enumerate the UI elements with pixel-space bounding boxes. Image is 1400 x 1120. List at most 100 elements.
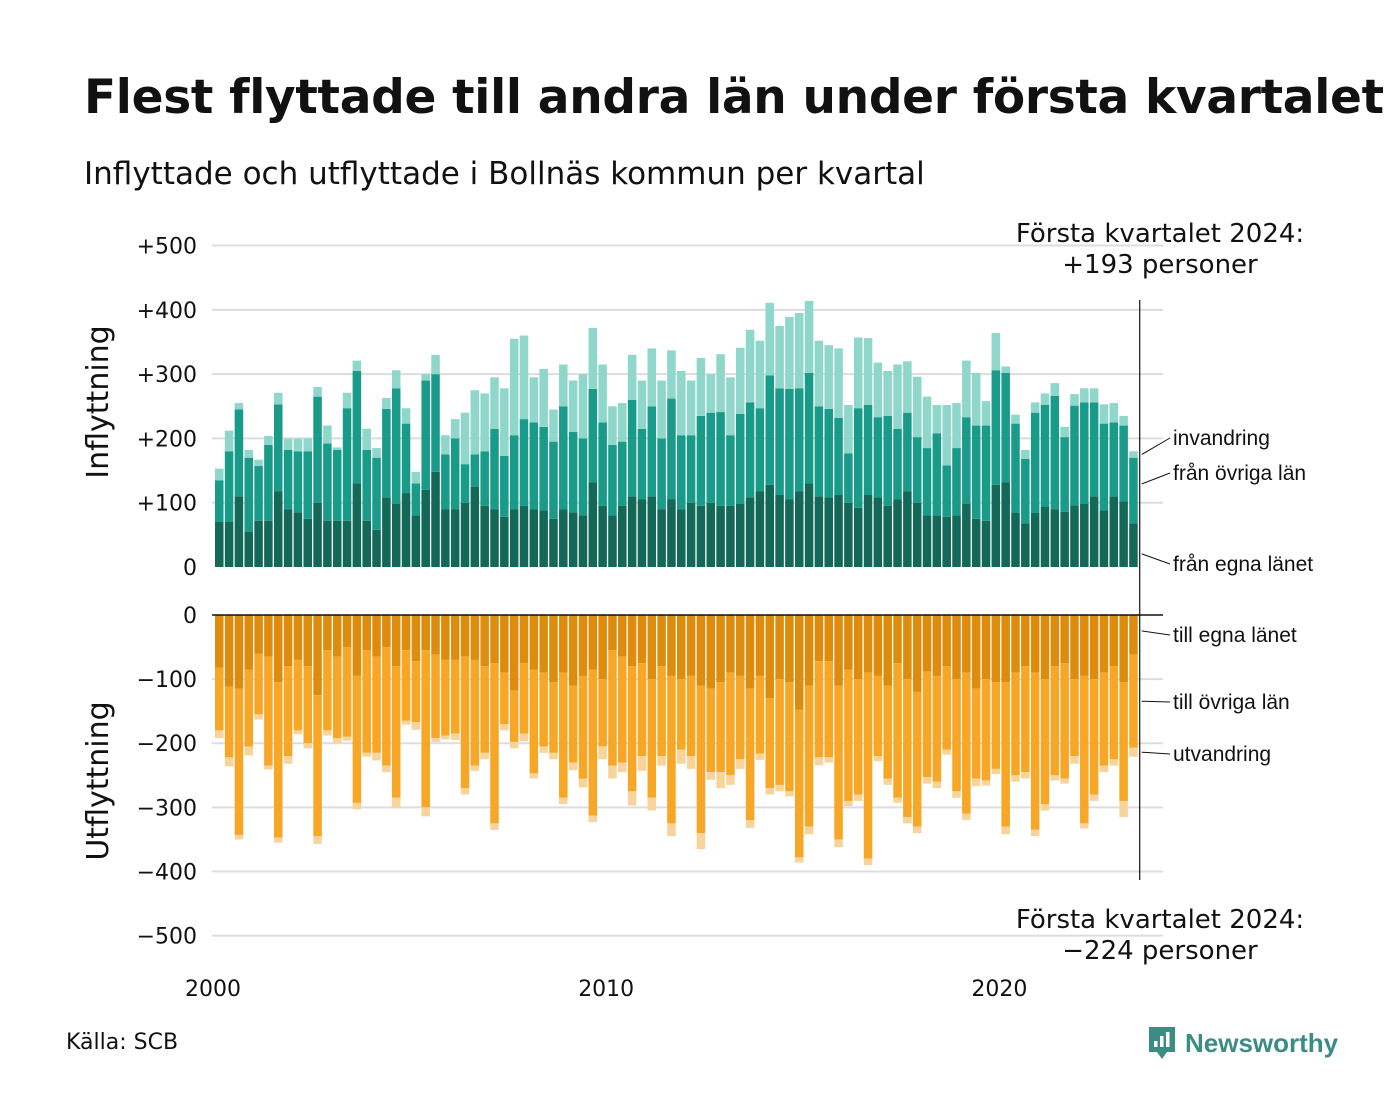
outflow-bar-emigration: [1060, 778, 1069, 784]
inflow-bar-own-county: [696, 505, 706, 567]
inflow-bar-own-county: [775, 494, 784, 567]
inflow-bar-immigration: [431, 354, 440, 375]
outflow-bar-own-county: [1129, 615, 1138, 655]
outflow-bar-emigration: [539, 746, 548, 753]
inflow-bar-own-county: [824, 497, 833, 567]
outflow-bar-emigration: [932, 781, 942, 789]
inflow-bar-own-county: [549, 518, 558, 567]
chart-subtitle: Inflyttade och utflyttade i Bollnäs komm…: [84, 156, 925, 192]
outflow-bar-own-county: [332, 615, 342, 657]
outflow-bar-emigration: [981, 780, 991, 786]
y-tick-label: −200: [137, 732, 197, 757]
inflow-bar-immigration: [441, 435, 450, 455]
outflow-bar-other-counties: [716, 682, 725, 773]
outflow-bar-own-county: [1030, 615, 1040, 673]
inflow-bar-immigration: [372, 448, 381, 458]
inflow-bar-own-county: [529, 509, 539, 567]
outflow-bar-emigration: [332, 738, 342, 744]
inflow-bar-own-county: [637, 499, 647, 567]
outflow-bar-own-county: [1040, 615, 1050, 680]
inflow-bar-own-county: [244, 531, 254, 567]
outflow-bar-own-county: [735, 615, 745, 676]
outflow-bar-own-county: [844, 615, 853, 670]
outflow-bar-emigration: [362, 752, 371, 757]
outflow-bar-emigration: [696, 833, 706, 850]
outflow-bar-emigration: [726, 775, 735, 785]
inflow-bar-immigration: [559, 364, 568, 407]
outflow-bar-own-county: [1099, 615, 1109, 673]
outflow-bar-other-counties: [234, 688, 244, 835]
inflow-bar-own-county: [362, 520, 371, 567]
inflow-bar-own-county: [932, 515, 942, 567]
outflow-bar-own-county: [745, 615, 755, 689]
inflow-bar-own-county: [323, 520, 332, 567]
outflow-bar-emigration: [559, 797, 568, 805]
inflow-bar-own-county: [844, 502, 853, 567]
inflow-bar-other-counties: [716, 412, 725, 506]
y-tick-label: −100: [137, 668, 197, 693]
inflow-y-tick-labels: 0 +100 +200 +300 +400 +500: [137, 235, 197, 581]
inflow-bar-immigration: [903, 361, 912, 413]
outflow-bar-own-county: [667, 615, 676, 676]
outflow-bar-own-county: [785, 615, 794, 683]
outflow-bar-other-counties: [745, 688, 755, 821]
inflow-bar-other-counties: [293, 451, 303, 513]
inflow-bar-other-counties: [834, 417, 843, 495]
inflow-bar-immigration: [244, 449, 254, 458]
outflow-bar-emigration: [912, 826, 922, 834]
inflow-bar-other-counties: [519, 419, 529, 506]
outflow-bar-own-county: [912, 615, 922, 692]
inflow-bar-immigration: [273, 392, 283, 405]
inflow-bar-other-counties: [313, 396, 322, 503]
inflow-bar-immigration: [696, 358, 706, 416]
outflow-bar-other-counties: [677, 679, 686, 750]
inflow-bar-immigration: [411, 471, 421, 484]
inflow-bar-other-counties: [1001, 372, 1010, 483]
inflow-bar-own-county: [962, 503, 971, 567]
inflow-bar-immigration: [293, 438, 303, 452]
inflow-bar-other-counties: [234, 409, 244, 497]
inflow-bar-other-counties: [942, 465, 951, 517]
inflow-bar-other-counties: [578, 438, 588, 516]
inflow-bar-immigration: [1119, 415, 1128, 426]
inflow-bar-own-county: [657, 509, 666, 567]
inflow-bar-other-counties: [598, 422, 607, 506]
y-tick-label: +400: [137, 299, 197, 324]
inflow-bar-immigration: [578, 374, 588, 439]
outflow-bar-other-counties: [529, 669, 539, 774]
outflow-bar-other-counties: [313, 695, 322, 837]
outflow-bar-other-counties: [1070, 679, 1079, 757]
inflow-bar-other-counties: [244, 457, 254, 532]
outflow-bar-other-counties: [1011, 672, 1020, 776]
inflow-bar-other-counties: [421, 380, 430, 490]
series-label: utvandring: [1173, 743, 1271, 766]
outflow-bar-emigration: [903, 816, 912, 824]
outflow-bar-emigration: [1030, 829, 1040, 837]
inflow-bar-own-county: [735, 503, 745, 567]
inflow-bar-own-county: [578, 515, 588, 567]
outflow-axis-title: Utflyttning: [81, 701, 116, 860]
inflow-bar-immigration: [323, 425, 332, 444]
inflow-bar-own-county: [883, 505, 892, 567]
outflow-bar-emigration: [264, 765, 273, 770]
inflow-bar-immigration: [775, 325, 784, 389]
newsworthy-logo: Newsworthy: [1147, 1023, 1338, 1063]
inflow-bar-immigration: [500, 388, 509, 456]
outflow-bar-own-county: [421, 615, 430, 651]
inflow-bar-other-counties: [372, 457, 381, 530]
inflow-bar-other-counties: [844, 453, 853, 503]
outflow-bar-own-county: [549, 615, 558, 683]
inflow-bar-immigration: [627, 354, 637, 400]
outflow-bar-emigration: [382, 765, 391, 773]
outflow-bar-other-counties: [1040, 679, 1050, 805]
outflow-bar-own-county: [244, 615, 254, 670]
inflow-bar-immigration: [568, 380, 578, 432]
outflow-bar-other-counties: [480, 666, 489, 753]
outflow-bar-own-county: [224, 615, 234, 687]
outflow-bar-own-county: [342, 615, 352, 648]
inflow-bar-immigration: [932, 404, 942, 434]
inflow-bar-other-counties: [283, 449, 293, 510]
inflow-bar-immigration: [834, 348, 843, 418]
inflow-bar-immigration: [362, 428, 371, 450]
inflow-bar-own-county: [215, 521, 224, 567]
